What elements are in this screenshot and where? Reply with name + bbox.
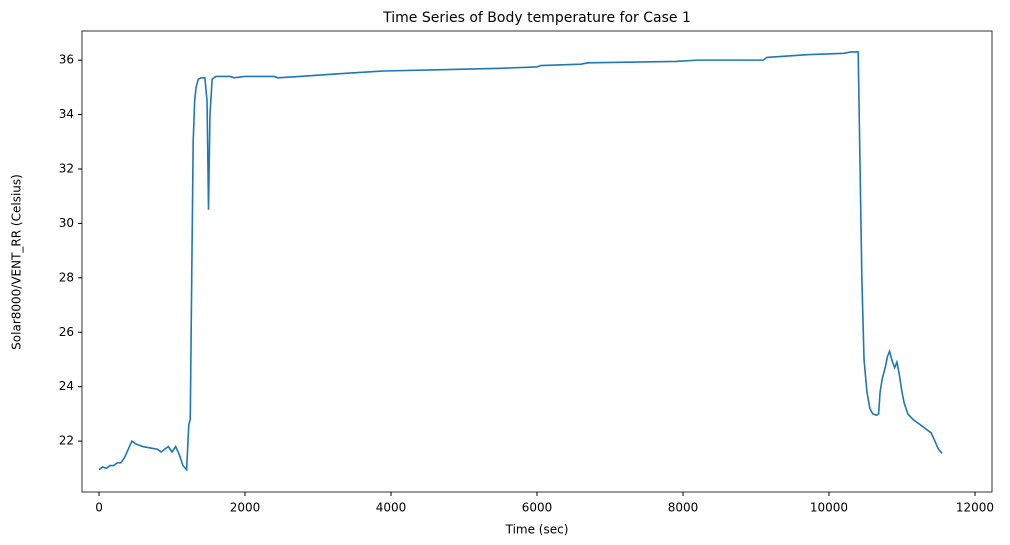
data-line	[98, 51, 943, 472]
x-axis-label: Time (sec)	[505, 523, 569, 537]
y-tick-label: 26	[59, 325, 74, 339]
x-tick-label: 6000	[522, 501, 553, 515]
x-tick-label: 0	[95, 501, 103, 515]
y-tick-label: 34	[59, 107, 74, 121]
chart-title: Time Series of Body temperature for Case…	[382, 10, 691, 26]
x-tick-label: 2000	[230, 501, 261, 515]
y-tick-label: 28	[59, 270, 74, 284]
y-tick-label: 30	[59, 216, 74, 230]
y-tick-label: 24	[59, 379, 74, 393]
y-tick-label: 32	[59, 161, 74, 175]
y-tick-label: 22	[59, 434, 74, 448]
plot-frame	[81, 30, 993, 493]
y-axis-label: Solar8000/VENT_RR (Celsius)	[10, 174, 24, 350]
x-tick-label: 10000	[810, 501, 848, 515]
x-tick-label: 8000	[668, 501, 699, 515]
y-tick-label: 36	[59, 53, 74, 67]
x-tick-label: 4000	[376, 501, 407, 515]
x-tick-label: 12000	[956, 501, 994, 515]
